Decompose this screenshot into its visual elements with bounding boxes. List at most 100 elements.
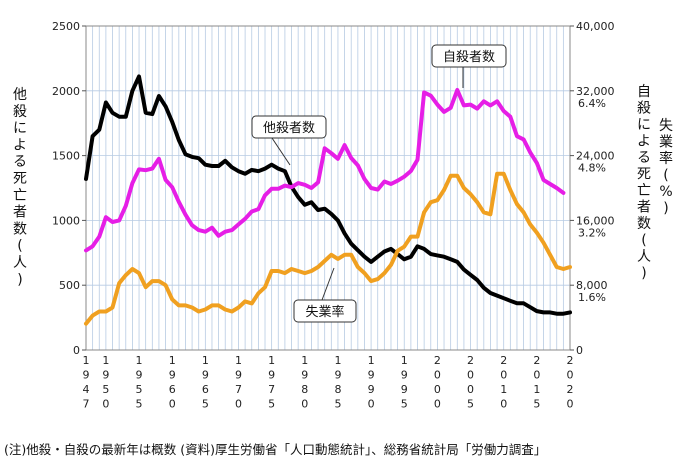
x-tick-char: 5 [334,398,341,411]
right-axis-label-suicides-char: に [637,117,651,133]
x-tick-char: 9 [169,369,176,382]
x-tick-char: 9 [301,369,308,382]
x-tick-char: 1 [268,354,275,367]
x-tick-char: 8 [301,383,308,396]
right-axis-label-unemployment-char: 業 [659,135,673,151]
left-axis-label-char: 数 [13,221,27,237]
x-tick-char: 1 [368,354,375,367]
right-axis-label-unemployment: 失業率(%) [659,118,673,217]
right-tick-label: 40,000 [576,20,615,33]
axis-labels: 他殺による死亡者数(人)失業率(%)自殺による死亡者数(人) [13,84,673,288]
x-tick-char: 0 [467,383,474,396]
right-axis-label-suicides-char: 死 [637,167,651,183]
x-tick-char: 5 [136,383,143,396]
right-tick-label: 0 [576,344,583,357]
x-tick-char: 6 [202,383,209,396]
x-tick-char: 5 [401,398,408,411]
x-tick-char: 4 [83,383,90,396]
right-axis-label-suicides-char: 亡 [637,183,651,199]
x-tick-char: 1 [500,383,507,396]
x-tick-char: 9 [202,369,209,382]
x-tick-char: 0 [102,398,109,411]
plot-frame [85,25,571,351]
x-tick-char: 1 [169,354,176,367]
right-axis-label-unemployment-char: 失 [659,118,673,134]
right-tick-percent-label: 6.4% [578,97,606,110]
x-tick-char: 1 [301,354,308,367]
callout-leader [271,137,291,166]
left-tick-label: 500 [59,279,80,292]
plot-border [85,25,571,351]
x-tick-char: 0 [467,369,474,382]
callout-label: 他殺者数 [263,121,315,136]
x-tick-char: 2 [567,383,574,396]
right-axis-label-suicides-char: 殺 [637,101,651,117]
x-tick-char: 5 [136,398,143,411]
x-tick-char: 5 [202,398,209,411]
left-axis-label-char: 人 [13,255,27,271]
x-tick-char: 9 [136,369,143,382]
callout-box [251,115,327,139]
left-axis-label-char: ) [17,272,22,288]
right-axis-label-suicides-char: る [637,150,651,166]
x-tick-char: 0 [533,369,540,382]
right-tick-label: 8,000 [576,279,608,292]
x-tick-char: 9 [401,383,408,396]
left-tick-label: 1500 [52,150,80,163]
right-tick-label: 16,000 [576,214,615,227]
left-axis-label: 他殺による死亡者数(人) [13,87,27,288]
callout-label: 自殺者数 [443,50,495,65]
series-lines [84,74,572,326]
x-tick-char: 0 [434,369,441,382]
x-tick-char: 1 [401,354,408,367]
x-tick-char: 2 [434,354,441,367]
x-tick-char: 1 [102,354,109,367]
left-axis-label-char: ( [17,238,22,254]
x-tick-char: 1 [334,354,341,367]
x-tick-char: 5 [268,398,275,411]
x-tick-char: 9 [83,369,90,382]
x-tick-char: 0 [567,398,574,411]
x-tick-char: 0 [567,369,574,382]
x-tick-char: 1 [235,354,242,367]
x-tick-char: 9 [334,369,341,382]
series-line [84,88,566,253]
left-axis-label-char: 他 [13,87,27,103]
series-line [84,74,572,316]
x-tick-char: 5 [467,398,474,411]
left-axis-label-char: 殺 [13,104,27,120]
left-tick-label: 0 [73,344,80,357]
right-tick-percent-label: 3.2% [578,226,606,239]
x-tick-char: 5 [102,383,109,396]
right-tick-label: 32,000 [576,85,615,98]
left-tick-label: 2000 [52,85,80,98]
x-tick-char: 0 [500,398,507,411]
x-tick-char: 8 [334,383,341,396]
right-axis-label-unemployment-char: ) [663,201,668,217]
x-tick-char: 0 [301,398,308,411]
right-axis-label-unemployment-char: % [659,184,672,200]
right-axis-label-suicides-char: ( [641,233,646,249]
x-tick-char: 2 [533,354,540,367]
x-tick-char: 7 [235,383,242,396]
x-tick-char: 9 [368,383,375,396]
left-tick-label: 1000 [52,214,80,227]
left-tick-label: 2500 [52,20,80,33]
x-tick-char: 0 [434,383,441,396]
left-axis-label-char: に [13,121,27,137]
right-tick-percent-label: 1.6% [578,291,606,304]
left-axis-label-char: 亡 [13,188,27,204]
